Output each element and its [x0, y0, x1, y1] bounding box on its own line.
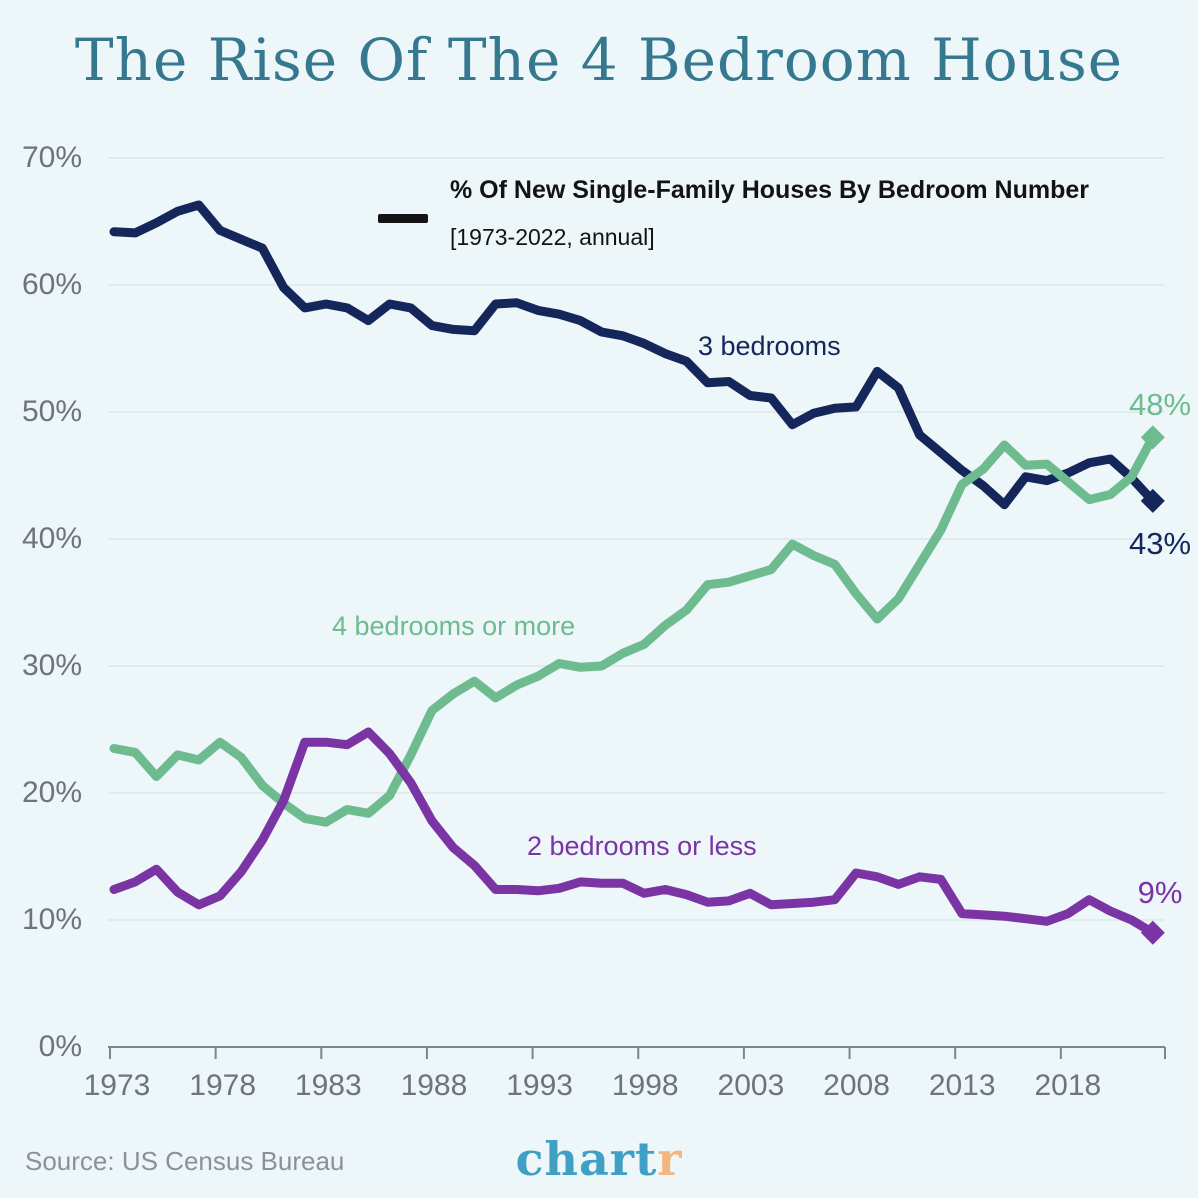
legend-title: % Of New Single-Family Houses By Bedroom… — [450, 176, 1090, 204]
x-tick-label-1993: 1993 — [506, 1069, 573, 1102]
y-tick-label-30%: 30% — [21, 649, 82, 682]
end-value-label-4-bedrooms: 48% — [1128, 387, 1192, 422]
chartr-logo-main: chart — [515, 1132, 658, 1186]
y-tick-label-10%: 10% — [21, 903, 82, 936]
series-label-3-bedrooms: 3 bedrooms — [698, 331, 841, 361]
y-tick-label-20%: 20% — [21, 776, 82, 809]
x-tick-label-1978: 1978 — [189, 1069, 257, 1102]
end-diamond-2-bedrooms-or-less — [1140, 920, 1165, 945]
y-tick-label-0%: 0% — [38, 1030, 82, 1063]
series-label-2-bedrooms-or-less: 2 bedrooms or less — [527, 831, 757, 861]
end-value-label-3-bedrooms: 43% — [1128, 526, 1192, 561]
x-tick-label-1983: 1983 — [294, 1069, 362, 1102]
x-tick-label-2018: 2018 — [1034, 1069, 1102, 1102]
line-3-bedrooms — [109, 200, 1158, 510]
x-tick-label-1998: 1998 — [611, 1069, 679, 1102]
line-4-bedrooms-or-more — [109, 432, 1158, 827]
y-tick-label-70%: 70% — [21, 141, 82, 174]
end-value-label-2-bedrooms: 9% — [1137, 875, 1183, 910]
y-tick-label-50%: 50% — [21, 395, 82, 428]
chartr-logo-accent: r — [657, 1132, 683, 1186]
legend-subtitle: [1973-2022, annual] — [450, 224, 655, 250]
y-tick-label-60%: 60% — [21, 268, 82, 301]
x-tick-label-1988: 1988 — [400, 1069, 468, 1102]
end-diamond-3-bedrooms — [1140, 488, 1165, 513]
x-tick-label-2008: 2008 — [823, 1069, 890, 1102]
y-tick-label-40%: 40% — [21, 522, 82, 555]
x-tick-label-2003: 2003 — [717, 1069, 785, 1102]
page-title: The Rise Of The 4 Bedroom House — [74, 26, 1124, 94]
series-label-4-bedrooms-or-more: 4 bedrooms or more — [332, 611, 576, 641]
end-diamond-4-bedrooms-or-more — [1140, 425, 1165, 450]
x-tick-label-2013: 2013 — [928, 1069, 996, 1102]
legend-dash-swatch — [378, 214, 428, 223]
chartr-logo: chartr — [0, 1132, 1198, 1186]
x-tick-label-1973: 1973 — [83, 1069, 151, 1102]
source-credit: Source: US Census Bureau — [25, 1146, 345, 1176]
line-2-bedrooms-or-less — [109, 727, 1158, 938]
